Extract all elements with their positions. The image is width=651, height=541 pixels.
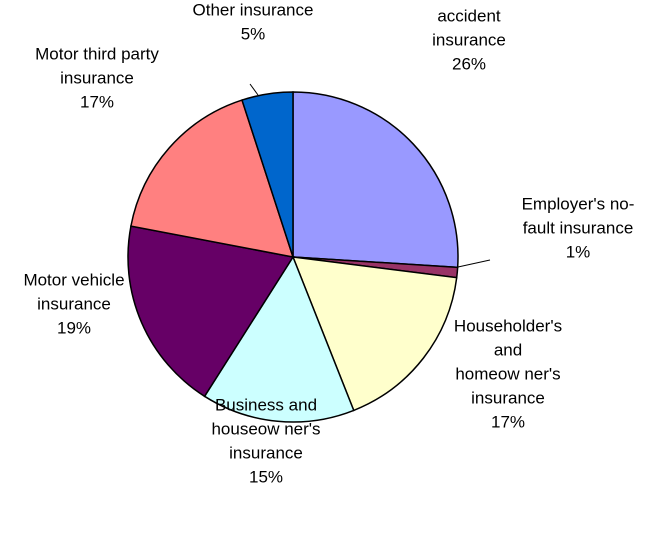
slice-label-1: Employer's no-fault insurance 1% (522, 194, 635, 261)
slice-percent-label: 17% (80, 92, 114, 111)
slice-name-label: Motor third party (35, 44, 159, 63)
slice-name-label: Health and (428, 0, 510, 1)
pie-slice-6 (241, 91, 294, 258)
slice-percent-label: 17% (491, 412, 525, 431)
slice-name-label: homeow ner's (455, 364, 560, 383)
slice-name-label: insurance (471, 388, 545, 407)
slice-name-label: insurance (60, 68, 134, 87)
slice-percent-label: 15% (249, 467, 283, 486)
slice-name-label: insurance (229, 443, 303, 462)
slice-name-label: insurance (37, 294, 111, 313)
leader-line-6 (249, 83, 259, 96)
pie-slice-2 (291, 256, 458, 412)
pie-slice-5 (130, 99, 295, 258)
slice-label-5: Motor third party insurance 17% (35, 44, 159, 111)
pie-slice-0 (292, 91, 459, 269)
slice-name-label: houseow ner's (211, 419, 320, 438)
pie-slice-4 (127, 225, 295, 398)
slice-name-label: Motor vehicle (23, 270, 124, 289)
slice-percent-label: 5% (241, 24, 266, 43)
leader-line-1 (457, 259, 491, 268)
slice-label-6: Other insurance 5% (193, 0, 314, 43)
slice-name-label: Householder's (454, 316, 562, 335)
slice-label-3: Business and houseow ner's insurance 15% (211, 395, 320, 486)
slice-name-label: Other insurance (193, 0, 314, 19)
slice-label-4: Motor vehicle insurance 19% (23, 270, 124, 337)
slice-percent-label: 19% (57, 318, 91, 337)
slice-percent-label: 26% (452, 54, 486, 73)
slice-name-label: fault insurance (523, 218, 634, 237)
slice-percent-label: 1% (566, 242, 591, 261)
pie-slice-3 (203, 255, 355, 423)
slice-label-2: Householder's and homeow ner's insurance 17% (454, 316, 562, 431)
slice-name-label: insurance (432, 30, 506, 49)
slice-label-0: Health and accident insurance 26% (428, 0, 510, 73)
slice-name-label: Employer's no- (522, 194, 635, 213)
slice-name-label: and (494, 340, 522, 359)
slice-name-label: Business and (215, 395, 317, 414)
slice-name-label: accident (437, 6, 501, 25)
